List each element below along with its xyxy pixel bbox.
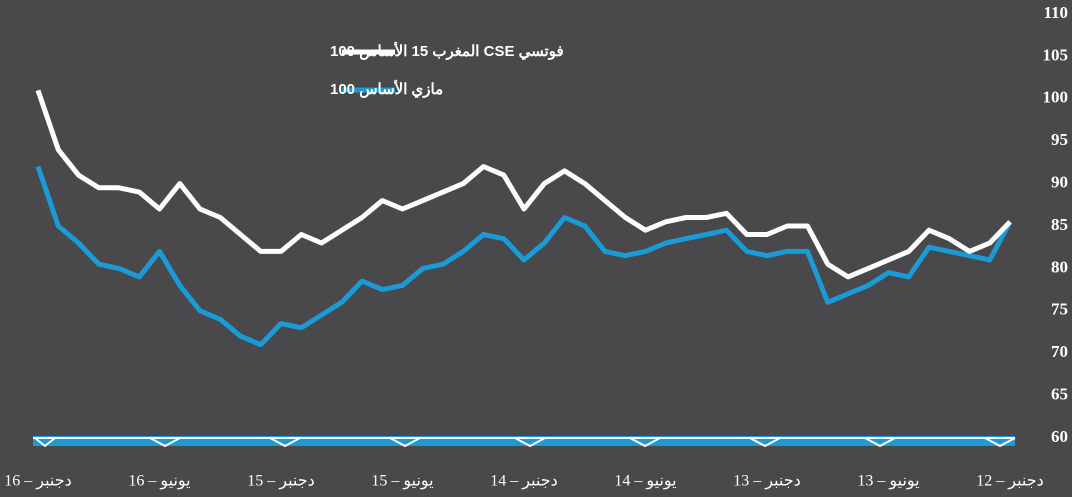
y-tick-label: 75 (1051, 300, 1068, 319)
x-tick-label: دجنبر – 14 (490, 473, 558, 490)
y-tick-label: 105 (1043, 45, 1069, 64)
legend-item: مازي الأساس 100 (330, 79, 443, 99)
y-tick-label: 60 (1051, 427, 1068, 446)
y-tick-label: 90 (1051, 173, 1068, 192)
y-tick-label: 80 (1051, 257, 1068, 276)
x-tick-label: يونيو – 13 (857, 473, 919, 490)
y-tick-label: 95 (1051, 130, 1068, 149)
x-tick-label: دجنبر – 15 (247, 473, 315, 490)
y-tick-label: 110 (1043, 3, 1068, 22)
x-tick-label: يونيو – 14 (614, 473, 676, 490)
x-tick-label: يونيو – 15 (371, 473, 433, 490)
x-tick-label: دجنبر – 16 (4, 473, 72, 490)
break-zigzag (33, 437, 1016, 448)
series-line (35, 165, 1013, 348)
x-tick-label: دجنبر – 13 (733, 473, 801, 490)
y-tick-label: 85 (1051, 215, 1068, 234)
x-tick-label: دجنبر – 12 (976, 473, 1044, 490)
y-tick-label: 70 (1051, 342, 1068, 361)
axis-break (33, 436, 1016, 448)
y-tick-label: 65 (1051, 385, 1068, 404)
y-tick-label: 100 (1043, 88, 1069, 107)
legend-label: مازي الأساس 100 (330, 79, 443, 99)
x-tick-label: يونيو – 16 (128, 473, 190, 490)
series-line (35, 89, 1012, 280)
break-band (33, 436, 1015, 446)
legend-item: فوتسي CSE المغرب 15 الأساس 100 (330, 41, 564, 61)
legend-label: فوتسي CSE المغرب 15 الأساس 100 (330, 41, 564, 61)
